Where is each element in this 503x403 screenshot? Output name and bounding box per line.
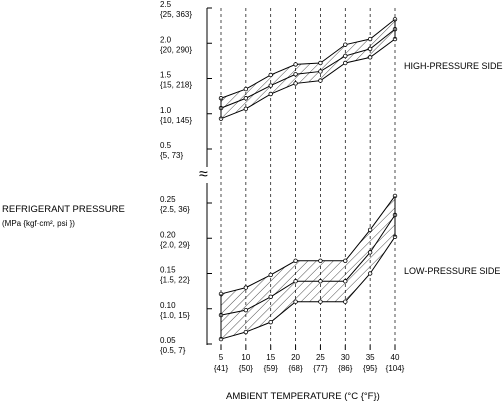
x-tick-label: 25: [316, 353, 325, 362]
low-data-point: [243, 307, 249, 313]
y-tick-label: 2.0: [160, 35, 172, 44]
high-data-point: [343, 60, 348, 66]
low-series-line: [220, 236, 396, 340]
low-data-point: [268, 272, 273, 278]
x-tick-label-f: {41}: [214, 364, 229, 373]
low-data-point: [343, 299, 348, 304]
x-tick-label-f: {104}: [386, 364, 405, 373]
high-data-point: [343, 53, 348, 59]
y-tick-label-units: {1.0, 15}: [160, 311, 190, 320]
y-tick-label: 0.15: [160, 266, 176, 275]
high-data-point: [318, 60, 323, 66]
high-data-point: [243, 86, 249, 92]
x-tick-label: 20: [291, 353, 300, 362]
low-data-point: [293, 258, 298, 264]
x-tick-label: 5: [219, 353, 224, 362]
ylabel-line2: (MPa {kgf·cm², psi }): [2, 219, 75, 228]
low-data-point: [318, 258, 323, 264]
y-tick-label-units: {5, 73}: [160, 151, 183, 160]
y-tick-label: 0.25: [160, 195, 176, 204]
high-data-point: [293, 72, 298, 77]
x-tick-label-f: {86}: [338, 364, 353, 373]
ylabel-line1: REFRIGERANT PRESSURE: [2, 204, 125, 215]
low-pressure-label: LOW-PRESSURE SIDE: [404, 266, 500, 276]
low-data-point: [243, 329, 249, 335]
high-data-point: [268, 91, 273, 97]
low-series-line: [220, 214, 396, 316]
x-tick-label-f: {68}: [288, 364, 303, 373]
y-tick-label-units: {25, 363}: [160, 10, 192, 19]
y-tick-label-units: {1.5, 22}: [160, 276, 190, 285]
axis-break-symbol: ≈: [199, 166, 208, 183]
high-pressure-band: [221, 19, 395, 119]
low-data-point: [367, 227, 373, 232]
x-tick-label: 30: [341, 353, 350, 362]
low-data-point: [318, 279, 323, 284]
low-data-point: [293, 279, 298, 284]
high-data-point: [293, 62, 298, 67]
low-data-point: [243, 285, 249, 290]
low-pressure-band: [221, 195, 395, 340]
y-tick-label: 0.10: [160, 301, 176, 310]
x-tick-label-f: {50}: [239, 364, 254, 373]
low-data-point: [367, 271, 373, 276]
low-data-point: [293, 299, 298, 304]
xlabel: AMBIENT TEMPERATURE (°C {°F}): [226, 391, 380, 402]
x-axis: 5 {41} 10 {50} 15 {59} 20 {68} 25 {77} 30 {86} 35 {95…: [214, 345, 405, 373]
y-tick-label: 0.05: [160, 336, 176, 345]
high-data-point: [367, 55, 373, 60]
high-data-point: [268, 83, 273, 88]
low-data-point: [367, 250, 373, 255]
y-tick-label: 1.5: [160, 71, 172, 80]
high-data-point: [293, 81, 298, 86]
y-tick-label-units: {20, 290}: [160, 45, 192, 54]
y-tick-label-units: {2.5, 36}: [160, 205, 190, 214]
y-tick-label: 0.20: [160, 230, 176, 239]
x-tick-label: 40: [391, 353, 400, 362]
low-data-point: [268, 319, 273, 325]
y-axis: 2.5{25, 363}2.0{20, 290}1.5{15, 218}1.0{…: [160, 0, 212, 355]
x-tick-label-f: {77}: [313, 364, 328, 373]
x-tick-label: 15: [266, 353, 275, 362]
y-tick-label: 1.0: [160, 106, 172, 115]
x-tick-label: 10: [241, 353, 250, 362]
y-tick-label: 2.5: [160, 0, 172, 9]
x-tick-label-f: {95}: [363, 364, 378, 373]
y-tick-label: 0.5: [160, 141, 172, 150]
high-data-point: [243, 96, 249, 101]
low-series-line: [220, 195, 396, 295]
y-tick-label-units: {10, 145}: [160, 116, 192, 125]
low-data-point: [343, 258, 348, 264]
high-data-point: [343, 42, 348, 47]
high-data-point: [367, 46, 373, 52]
high-data-point: [243, 106, 249, 112]
high-data-point: [318, 78, 323, 83]
x-tick-label-f: {59}: [264, 364, 279, 373]
y-tick-label-units: {15, 218}: [160, 81, 192, 90]
low-data-point: [343, 279, 348, 284]
high-data-point: [268, 72, 273, 78]
high-data-point: [318, 69, 323, 74]
y-tick-label-units: {2.0, 29}: [160, 240, 190, 249]
y-tick-label-units: {0.5, 7}: [160, 346, 186, 355]
high-series-line: [220, 28, 396, 109]
high-pressure-label: HIGH-PRESSURE SIDE: [404, 61, 503, 71]
high-series-line: [220, 38, 396, 120]
x-tick-label: 35: [366, 353, 375, 362]
low-data-point: [268, 294, 273, 299]
low-data-point: [318, 299, 323, 304]
high-series-line: [220, 18, 396, 99]
high-data-point: [367, 36, 373, 42]
bands: [218, 17, 398, 342]
